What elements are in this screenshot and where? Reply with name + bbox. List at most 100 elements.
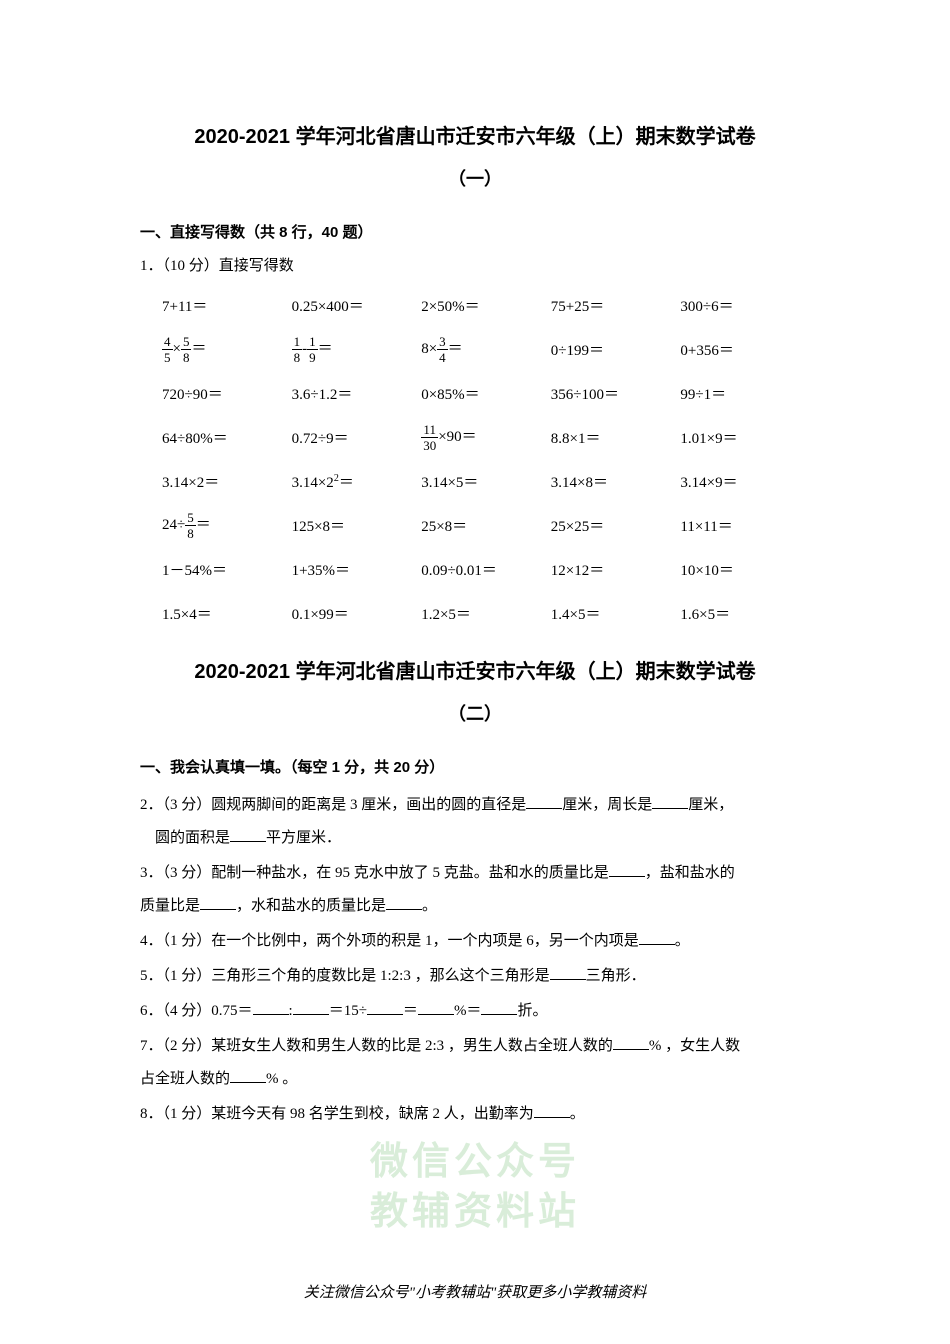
math-cell: 75+25＝ <box>551 295 681 316</box>
math-cell: 64÷80%＝ <box>162 427 292 448</box>
math-cell: 3.14×8＝ <box>551 471 681 492</box>
math-cell: 1－54%＝ <box>162 559 292 580</box>
math-cell: 356÷100＝ <box>551 383 681 404</box>
q2-text-b: 厘米，周长是 <box>562 797 652 813</box>
page-title-1: 2020-2021 学年河北省唐山市迁安市六年级（上）期末数学试卷 <box>140 120 810 149</box>
math-row: 64÷80%＝0.72÷9＝1130×90＝8.8×1＝1.01×9＝ <box>162 421 810 453</box>
math-cell: 11×11＝ <box>680 515 810 536</box>
math-cell: 1.01×9＝ <box>680 427 810 448</box>
q6-text-e: %＝ <box>454 1003 482 1019</box>
watermark-1: 微信公众号 <box>370 1130 580 1185</box>
blank <box>652 795 688 809</box>
q6-text-d: ＝ <box>403 1003 418 1019</box>
blank <box>230 828 266 842</box>
math-row: 24÷58＝125×8＝25×8＝25×25＝11×11＝ <box>162 509 810 541</box>
q6-text-c: ＝15÷ <box>329 1003 367 1019</box>
q3-text-d: ，水和盐水的质量比是 <box>236 898 386 914</box>
math-cell: 720÷90＝ <box>162 383 292 404</box>
math-cell: 3.14×9＝ <box>680 471 810 492</box>
blank <box>200 896 236 910</box>
blank <box>418 1001 454 1015</box>
math-cell: 1.4×5＝ <box>551 603 681 624</box>
blank <box>293 1001 329 1015</box>
page-subtitle-1: （一） <box>140 165 810 191</box>
q7-text-b: % ，女生人数 <box>649 1038 740 1054</box>
math-row: 1－54%＝1+35%＝0.09÷0.01＝12×12＝10×10＝ <box>162 553 810 585</box>
math-cell: 3.14×5＝ <box>421 471 551 492</box>
q6-text-a: 6．（4 分）0.75＝ <box>140 1003 253 1019</box>
q8-text-a: 8．（1 分）某班今天有 98 名学生到校，缺席 2 人，出勤率为 <box>140 1106 534 1122</box>
section1-heading: 一、直接写得数（共 8 行，40 题） <box>140 221 810 242</box>
math-row: 45×58＝18-19＝8×34＝0÷199＝0+356＝ <box>162 333 810 365</box>
math-cell: 0.1×99＝ <box>292 603 422 624</box>
q7-text-d: % 。 <box>266 1071 297 1087</box>
q1-intro: 1．（10 分）直接写得数 <box>140 254 810 275</box>
blank <box>367 1001 403 1015</box>
watermark-2: 教辅资料站 <box>370 1180 580 1235</box>
math-cell: 0.25×400＝ <box>292 295 422 316</box>
blank <box>613 1036 649 1050</box>
math-cell: 8×34＝ <box>421 335 551 364</box>
q3-text-c: 质量比是 <box>140 898 200 914</box>
math-row: 7+11＝0.25×400＝2×50%＝75+25＝300÷6＝ <box>162 289 810 321</box>
math-cell: 2×50%＝ <box>421 295 551 316</box>
math-cell: 300÷6＝ <box>680 295 810 316</box>
math-cell: 45×58＝ <box>162 335 292 364</box>
math-cell: 0.09÷0.01＝ <box>421 559 551 580</box>
q3-text-a: 3．（3 分）配制一种盐水，在 95 克水中放了 5 克盐。盐和水的质量比是 <box>140 865 609 881</box>
math-cell: 3.14×2＝ <box>162 471 292 492</box>
q4-text-b: 。 <box>675 933 690 949</box>
q4: 4．（1 分）在一个比例中，两个外项的积是 1，一个内项是 6，另一个内项是 。 <box>140 925 810 958</box>
math-cell: 1+35%＝ <box>292 559 422 580</box>
q6: 6．（4 分）0.75＝:＝15÷＝%＝折。 <box>140 995 810 1028</box>
q3: 3．（3 分）配制一种盐水，在 95 克水中放了 5 克盐。盐和水的质量比是 ，盐… <box>140 857 810 923</box>
q8-text-b: 。 <box>570 1106 585 1122</box>
blank <box>253 1001 289 1015</box>
math-row: 720÷90＝3.6÷1.2＝0×85%＝356÷100＝99÷1＝ <box>162 377 810 409</box>
math-cell: 10×10＝ <box>680 559 810 580</box>
blank <box>550 966 586 980</box>
math-row: 1.5×4＝0.1×99＝1.2×5＝1.4×5＝1.6×5＝ <box>162 597 810 629</box>
q3-text-e: 。 <box>422 898 437 914</box>
blank <box>609 863 645 877</box>
q2-text-e: 平方厘米． <box>266 830 341 846</box>
blank <box>386 896 422 910</box>
math-cell: 18-19＝ <box>292 335 422 364</box>
q7-text-a: 7．（2 分）某班女生人数和男生人数的比是 2:3 ，男生人数占全班人数的 <box>140 1038 613 1054</box>
q5-text-b: 三角形． <box>586 968 646 984</box>
section2-heading: 一、我会认真填一填。（每空 1 分，共 20 分） <box>140 756 810 777</box>
q3-text-b: ，盐和盐水的 <box>645 865 735 881</box>
math-cell: 0×85%＝ <box>421 383 551 404</box>
q2-text-c: 厘米， <box>688 797 733 813</box>
q7-text-c: 占全班人数的 <box>140 1071 230 1087</box>
blank <box>481 1001 517 1015</box>
math-cell: 99÷1＝ <box>680 383 810 404</box>
math-cell: 1.2×5＝ <box>421 603 551 624</box>
q4-text-a: 4．（1 分）在一个比例中，两个外项的积是 1，一个内项是 6，另一个内项是 <box>140 933 639 949</box>
q7: 7．（2 分）某班女生人数和男生人数的比是 2:3 ，男生人数占全班人数的 % ，… <box>140 1030 810 1096</box>
math-cell: 0+356＝ <box>680 339 810 360</box>
blank <box>230 1069 266 1083</box>
page-title-2: 2020-2021 学年河北省唐山市迁安市六年级（上）期末数学试卷 <box>140 655 810 684</box>
math-cell: 24÷58＝ <box>162 511 292 540</box>
q6-text-f: 折。 <box>517 1003 547 1019</box>
q5-text-a: 5．（1 分）三角形三个角的度数比是 1:2:3 ，那么这个三角形是 <box>140 968 550 984</box>
q2-text-d: 圆的面积是 <box>155 830 230 846</box>
math-cell: 8.8×1＝ <box>551 427 681 448</box>
math-cell: 0.72÷9＝ <box>292 427 422 448</box>
math-cell: 25×8＝ <box>421 515 551 536</box>
math-cell: 12×12＝ <box>551 559 681 580</box>
math-cell: 3.14×22＝ <box>292 471 422 492</box>
q8: 8．（1 分）某班今天有 98 名学生到校，缺席 2 人，出勤率为 。 <box>140 1098 810 1131</box>
math-cell: 125×8＝ <box>292 515 422 536</box>
q2: 2．（3 分）圆规两脚间的距离是 3 厘米，画出的圆的直径是厘米，周长是厘米， … <box>140 789 810 855</box>
math-cell: 1.6×5＝ <box>680 603 810 624</box>
math-cell: 25×25＝ <box>551 515 681 536</box>
math-table: 7+11＝0.25×400＝2×50%＝75+25＝300÷6＝ 45×58＝18… <box>140 289 810 629</box>
footer-text: 关注微信公众号"小考教辅站"获取更多小学教辅资料 <box>0 1281 950 1302</box>
math-cell: 7+11＝ <box>162 295 292 316</box>
blank <box>526 795 562 809</box>
page-subtitle-2: （二） <box>140 700 810 726</box>
math-cell: 3.6÷1.2＝ <box>292 383 422 404</box>
q2-text-a: 2．（3 分）圆规两脚间的距离是 3 厘米，画出的圆的直径是 <box>140 797 526 813</box>
